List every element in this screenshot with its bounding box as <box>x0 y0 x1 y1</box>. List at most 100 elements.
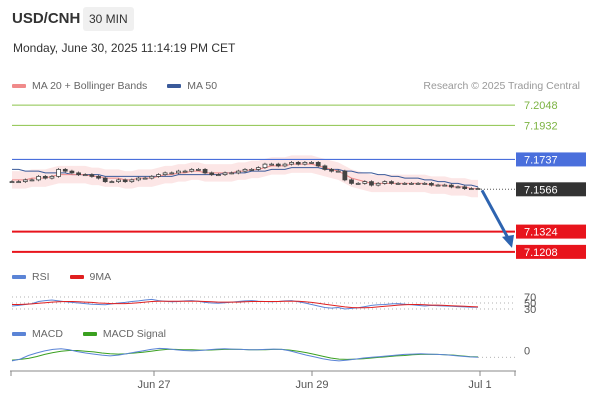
x-tick-label-0: Jun 27 <box>137 379 170 391</box>
candle <box>216 174 221 177</box>
candle <box>335 170 341 173</box>
candle <box>355 182 361 185</box>
candle <box>129 179 135 183</box>
candle <box>409 182 414 185</box>
candle <box>449 184 454 188</box>
candle <box>369 181 374 186</box>
candle <box>289 161 294 165</box>
candle <box>149 175 155 179</box>
candle <box>389 181 394 184</box>
candle <box>475 188 481 191</box>
support-level-tag-5 <box>516 244 586 259</box>
candle <box>435 184 441 187</box>
candle <box>402 182 408 185</box>
candle <box>262 163 268 169</box>
symbol-title: USD/CNH <box>12 10 81 27</box>
candle <box>96 175 101 179</box>
candle <box>235 170 241 174</box>
candle <box>189 168 195 172</box>
candle <box>255 167 261 170</box>
legend-swatch-ma20 <box>12 84 26 88</box>
candle <box>362 181 368 184</box>
legend-ma50-label: MA 50 <box>187 80 218 92</box>
legend-swatch-macd-signal <box>82 332 97 336</box>
candle <box>142 177 148 180</box>
candle <box>329 168 334 172</box>
candle <box>22 179 28 183</box>
candle <box>162 172 168 176</box>
candle <box>49 175 55 179</box>
candle <box>102 177 108 183</box>
candle <box>315 161 321 167</box>
forecast-arrow-head <box>502 234 514 248</box>
last-price-label: 7.1566 <box>524 184 558 196</box>
candle <box>342 170 348 181</box>
datetime-label: Monday, June 30, 2025 11:14:19 PM CET <box>13 41 236 55</box>
candle <box>295 161 301 165</box>
candle <box>455 186 461 189</box>
candle <box>196 168 201 171</box>
candle <box>468 188 474 191</box>
candle <box>302 161 308 165</box>
rsi-line <box>11 298 478 310</box>
legend-swatch-macd <box>12 332 26 336</box>
candle <box>349 179 354 184</box>
macd-line <box>11 347 479 362</box>
chart-header: USD/CNH 30 MIN <box>0 0 590 36</box>
legend-ma20-label: MA 20 + Bollinger Bands <box>32 80 148 92</box>
last-price-tag <box>516 182 586 197</box>
legend-9ma-label: 9MA <box>89 271 112 283</box>
target-level-label-0: 7.2048 <box>524 100 558 112</box>
candle <box>136 177 141 181</box>
legend-rsi-label: RSI <box>32 271 50 283</box>
candle <box>415 182 421 185</box>
candle <box>249 168 255 171</box>
rsi-legend: RSI 9MA <box>12 271 111 283</box>
candle <box>156 174 161 177</box>
candle <box>76 172 81 176</box>
candle <box>122 179 128 183</box>
legend-macd-label: MACD <box>32 328 63 340</box>
candle <box>176 170 181 174</box>
legend-swatch-9ma <box>69 275 84 279</box>
rsi-level-label-70: 70 <box>524 292 536 304</box>
candle <box>309 161 314 164</box>
legend-swatch-ma50 <box>167 84 182 88</box>
macd-legend: MACD MACD Signal <box>12 328 166 340</box>
candle <box>69 170 75 174</box>
x-tick-label-2: Jul 1 <box>468 379 491 391</box>
candle <box>429 182 434 186</box>
target-level-label-1: 7.1932 <box>524 120 558 132</box>
candle <box>242 168 248 172</box>
price-legend: MA 20 + Bollinger Bands MA 50 <box>12 80 217 92</box>
candle <box>375 182 381 186</box>
candle <box>395 182 401 185</box>
support-level-label-4: 7.1324 <box>524 227 558 239</box>
rsi-9ma-line <box>12 300 479 309</box>
candle <box>282 163 288 167</box>
candle <box>82 174 88 177</box>
candle <box>89 174 95 177</box>
interval-button[interactable]: 30 MIN <box>83 7 134 31</box>
candle <box>462 186 468 190</box>
candle <box>9 181 15 184</box>
research-credit: Research © 2025 Trading Central <box>423 80 580 92</box>
candle <box>322 165 328 170</box>
pivot-level-label-2: 7.1737 <box>524 154 558 166</box>
candle <box>269 163 274 166</box>
support-level-label-5: 7.1208 <box>524 247 558 259</box>
candle <box>202 168 208 174</box>
legend-macd-signal-label: MACD Signal <box>102 328 166 340</box>
candle <box>56 168 61 177</box>
candle <box>422 182 428 185</box>
forecast-arrow <box>480 189 511 241</box>
candle <box>275 163 281 167</box>
candle <box>116 179 121 183</box>
candle <box>29 179 35 182</box>
candle <box>442 184 448 187</box>
candle <box>182 170 188 173</box>
rsi-level-label-50: 50 <box>524 298 536 310</box>
candle <box>382 181 388 184</box>
pivot-level-tag-2 <box>516 152 586 167</box>
